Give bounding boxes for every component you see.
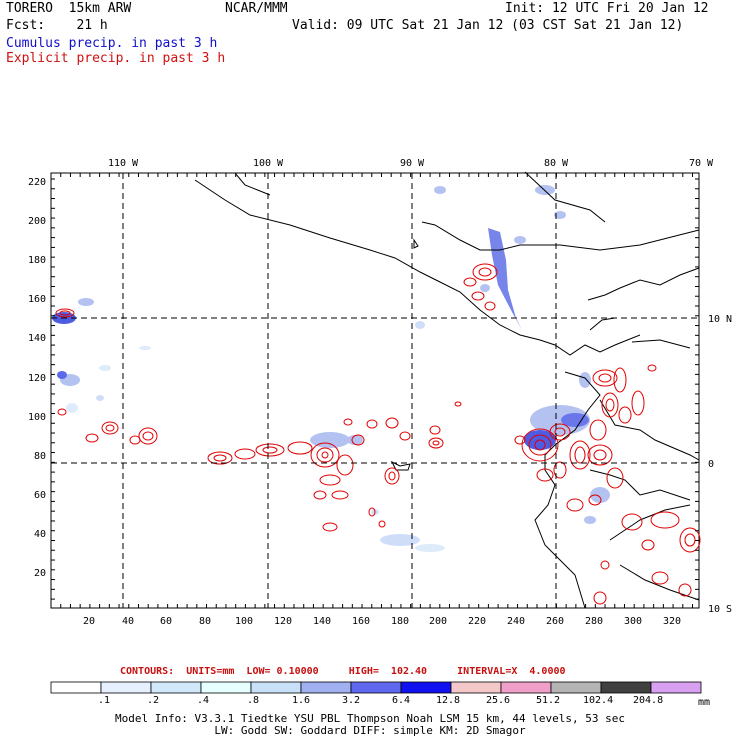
colorbar-swatch [500,681,552,694]
init-time: Init: 12 UTC Fri 20 Jan 12 [505,1,709,16]
lat-lon-grid [51,173,699,608]
colorbar-unit: mm [698,697,711,708]
x-tick-label: 60 [160,616,172,627]
y-tick-label: 40 [34,529,46,540]
x-tick-label: 220 [468,616,486,627]
colorbar-label: .8 [247,695,260,706]
lon-label: 70 W [689,158,714,169]
y-tick-label: 220 [28,177,46,188]
model-info-line1: Model Info: V3.3.1 Tiedtke YSU PBL Thomp… [115,712,625,725]
x-tick-label: 180 [391,616,409,627]
model-title: TORERO 15km ARW [6,1,132,16]
contours-info: CONTOURS: UNITS=mm LOW= 0.10000 HIGH= 10… [120,666,566,677]
lon-label: 90 W [400,158,425,169]
explicit-precip-contours [55,263,701,605]
y-tick-label: 160 [28,294,46,305]
colorbar-swatch [350,681,402,694]
colorbar-swatch [50,681,102,694]
colorbar-label: 25.6 [486,695,511,706]
colorbar-label: 204.8 [633,695,664,706]
lon-label: 100 W [253,158,284,169]
colorbar-swatch [400,681,452,694]
x-tick-label: 300 [624,616,642,627]
x-tick-label: 80 [199,616,211,627]
colorbar-swatch [150,681,202,694]
colorbar-label: 12.8 [436,695,461,706]
y-tick-label: 100 [28,412,46,423]
colorbar-swatch [600,681,652,694]
colorbar-label: 3.2 [342,695,361,706]
colorbar-swatch [450,681,502,694]
x-axis-labels: 20 40 60 80 100 120 140 160 180 200 220 … [83,616,681,627]
colorbar-swatch [200,681,252,694]
model-info-line2: LW: Godd SW: Goddard DIFF: simple KM: 2D… [214,724,526,737]
colorbar-label: 51.2 [536,695,561,706]
y-tick-label: 120 [28,373,46,384]
lon-label: 80 W [544,158,569,169]
x-tick-label: 320 [663,616,681,627]
lat-label: 10 S [708,604,732,615]
y-tick-label: 140 [28,333,46,344]
x-tick-label: 240 [507,616,525,627]
color-bar [50,681,702,694]
organization-label: NCAR/MMM [225,1,288,16]
y-axis-labels: 220 200 180 160 140 120 100 80 60 40 20 [28,177,46,579]
y-tick-label: 80 [34,451,46,462]
axis-ticks [50,173,699,608]
x-tick-label: 100 [235,616,253,627]
y-tick-label: 20 [34,568,46,579]
x-tick-label: 280 [585,616,603,627]
y-tick-label: 60 [34,490,46,501]
colorbar-swatch [550,681,602,694]
lon-label: 110 W [108,158,139,169]
colorbar-swatch [650,681,702,694]
colorbar-label: 6.4 [392,695,411,706]
colorbar-label: 1.6 [292,695,311,706]
colorbar-swatch [300,681,352,694]
colorbar-label: 102.4 [583,695,614,706]
x-tick-label: 20 [83,616,95,627]
map-frame [50,172,700,609]
colorbar-swatch [250,681,302,694]
x-tick-label: 160 [352,616,370,627]
lat-label: 0 [708,459,714,470]
x-tick-label: 200 [429,616,447,627]
explicit-legend-label: Explicit precip. in past 3 h [6,51,226,66]
y-tick-label: 200 [28,216,46,227]
forecast-hour: Fcst: 21 h [6,18,108,33]
x-tick-label: 120 [274,616,292,627]
coastlines [194,171,700,609]
cumulus-legend-label: Cumulus precip. in past 3 h [6,36,218,51]
colorbar-label: .4 [197,695,210,706]
lat-label: 10 N [708,314,732,325]
x-tick-label: 140 [313,616,331,627]
y-tick-label: 180 [28,255,46,266]
colorbar-label: .2 [147,695,160,706]
valid-time: Valid: 09 UTC Sat 21 Jan 12 (03 CST Sat … [292,18,684,33]
colorbar-swatch [100,681,152,694]
x-tick-label: 40 [122,616,134,627]
colorbar-label: .1 [98,695,111,706]
x-tick-label: 260 [546,616,564,627]
